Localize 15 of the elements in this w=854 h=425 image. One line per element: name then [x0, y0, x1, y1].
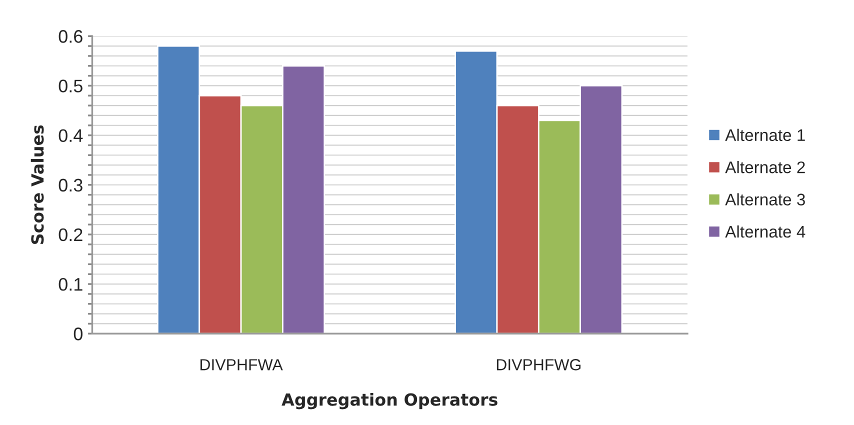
- y-tick-label: 0.6: [58, 30, 82, 43]
- y-tick-label: 0.2: [58, 228, 82, 242]
- legend-label: Alternate 4: [725, 225, 806, 238]
- legend-label: Alternate 2: [725, 161, 805, 174]
- y-tick-label: 0.5: [58, 80, 82, 92]
- legend-label: Alternate 1: [725, 128, 805, 142]
- y-tick-label: 0.3: [58, 178, 82, 192]
- y-tick-label: 0.1: [58, 278, 82, 291]
- y-axis-title: Score Values: [30, 125, 44, 244]
- legend-label: Alternate 3: [725, 193, 805, 206]
- y-tick-label: 0: [74, 328, 82, 340]
- x-axis-title: Aggregation Operators: [282, 392, 498, 410]
- x-tick-label: DIVPHFWG: [496, 359, 580, 370]
- y-tick-label: 0.4: [58, 129, 83, 142]
- x-tick-label: DIVPHFWA: [200, 359, 283, 370]
